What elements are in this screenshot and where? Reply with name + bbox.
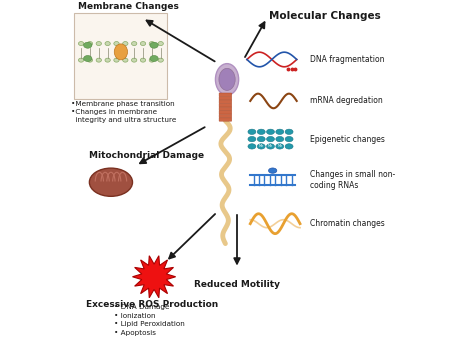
Text: Epigenetic changes: Epigenetic changes xyxy=(310,135,385,143)
FancyBboxPatch shape xyxy=(219,114,232,118)
Text: Molecular Changes: Molecular Changes xyxy=(268,11,380,21)
Text: Me: Me xyxy=(268,144,273,148)
Ellipse shape xyxy=(285,137,293,142)
Ellipse shape xyxy=(266,137,274,142)
Ellipse shape xyxy=(87,58,92,62)
Ellipse shape xyxy=(257,137,265,142)
FancyBboxPatch shape xyxy=(219,107,232,110)
Ellipse shape xyxy=(150,55,158,62)
Text: • DNA Damage
• Ionization
• Lipid Peroxidation
• Apoptosis: • DNA Damage • Ionization • Lipid Peroxi… xyxy=(114,304,185,336)
Ellipse shape xyxy=(216,64,238,95)
Ellipse shape xyxy=(276,129,284,135)
Ellipse shape xyxy=(149,58,155,62)
Ellipse shape xyxy=(83,42,92,48)
Text: Reduced Motility: Reduced Motility xyxy=(194,280,280,289)
Ellipse shape xyxy=(131,42,137,45)
Ellipse shape xyxy=(158,58,164,62)
Ellipse shape xyxy=(150,42,158,48)
Ellipse shape xyxy=(266,144,274,149)
Ellipse shape xyxy=(123,58,128,62)
Ellipse shape xyxy=(158,42,164,45)
Ellipse shape xyxy=(87,42,92,45)
FancyBboxPatch shape xyxy=(219,100,232,104)
FancyBboxPatch shape xyxy=(219,93,232,96)
Text: Changes in small non-
coding RNAs: Changes in small non- coding RNAs xyxy=(310,170,395,190)
Ellipse shape xyxy=(78,42,84,45)
Text: Excessive ROS Production: Excessive ROS Production xyxy=(86,300,219,309)
Ellipse shape xyxy=(276,144,284,149)
Text: Membrane Changes: Membrane Changes xyxy=(78,2,179,11)
Ellipse shape xyxy=(257,144,265,149)
Ellipse shape xyxy=(248,129,256,135)
FancyBboxPatch shape xyxy=(219,118,232,121)
Ellipse shape xyxy=(266,129,274,135)
Ellipse shape xyxy=(219,68,235,90)
Text: mRNA degredation: mRNA degredation xyxy=(310,96,383,106)
Ellipse shape xyxy=(149,42,155,45)
Text: •Membrane phase transition
•Changes in membrane
  integrity and ultra structure: •Membrane phase transition •Changes in m… xyxy=(71,101,176,123)
Ellipse shape xyxy=(114,58,119,62)
Ellipse shape xyxy=(285,129,293,135)
Ellipse shape xyxy=(114,44,128,60)
Ellipse shape xyxy=(248,144,256,149)
Ellipse shape xyxy=(78,58,84,62)
FancyBboxPatch shape xyxy=(219,104,232,107)
Ellipse shape xyxy=(83,55,92,62)
Ellipse shape xyxy=(105,42,110,45)
FancyBboxPatch shape xyxy=(219,111,232,114)
Text: Me: Me xyxy=(277,144,283,148)
FancyBboxPatch shape xyxy=(219,97,232,100)
Polygon shape xyxy=(133,256,176,298)
Ellipse shape xyxy=(96,58,101,62)
Text: Chromatin changes: Chromatin changes xyxy=(310,219,385,228)
Text: Me: Me xyxy=(259,144,264,148)
Ellipse shape xyxy=(114,42,119,45)
Ellipse shape xyxy=(257,129,265,135)
Ellipse shape xyxy=(285,144,293,149)
FancyBboxPatch shape xyxy=(74,13,167,99)
Ellipse shape xyxy=(140,42,146,45)
Ellipse shape xyxy=(90,168,133,196)
Ellipse shape xyxy=(248,137,256,142)
Ellipse shape xyxy=(268,168,277,173)
Text: Mitochondrial Damage: Mitochondrial Damage xyxy=(90,151,204,160)
Ellipse shape xyxy=(140,58,146,62)
Ellipse shape xyxy=(131,58,137,62)
Ellipse shape xyxy=(276,137,284,142)
Ellipse shape xyxy=(105,58,110,62)
Text: DNA fragmentation: DNA fragmentation xyxy=(310,55,384,64)
Ellipse shape xyxy=(123,42,128,45)
Ellipse shape xyxy=(96,42,101,45)
